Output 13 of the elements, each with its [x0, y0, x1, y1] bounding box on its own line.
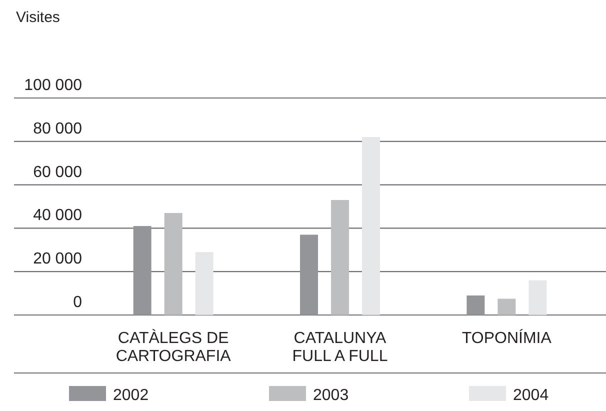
y-tick-label: 80 000: [33, 120, 82, 138]
legend-label: 2004: [513, 387, 549, 404]
y-tick-label: 0: [73, 294, 82, 311]
x-tick-label: CATALUNYA FULL A FULL: [292, 330, 388, 365]
y-tick-label: 100 000: [24, 77, 82, 94]
legend-label: 2002: [113, 387, 149, 404]
y-tick-label: 20 000: [33, 250, 82, 268]
legend-label: 2003: [313, 387, 349, 404]
x-tick-label: CATÀLEGS DE CARTOGRAFIA: [116, 329, 232, 365]
x-tick-label: TOPONÍMIA: [462, 329, 552, 347]
y-tick-label: 40 000: [33, 207, 82, 224]
y-axis-title: Visites: [16, 9, 60, 26]
y-tick-label: 60 000: [33, 164, 82, 181]
